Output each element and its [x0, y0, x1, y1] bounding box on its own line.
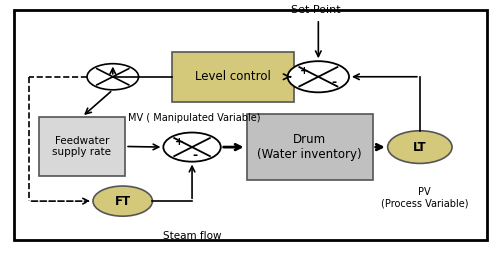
- Text: -: -: [192, 149, 198, 162]
- Text: FT: FT: [115, 195, 131, 208]
- Circle shape: [163, 133, 221, 162]
- Bar: [247, 115, 373, 180]
- Text: -: -: [331, 76, 336, 89]
- Circle shape: [87, 64, 138, 90]
- Bar: [38, 117, 125, 176]
- Bar: [172, 52, 293, 102]
- Circle shape: [387, 131, 452, 163]
- Text: MV ( Manipulated Variable): MV ( Manipulated Variable): [127, 113, 260, 123]
- Text: Set Point: Set Point: [291, 5, 341, 15]
- Text: LT: LT: [413, 141, 427, 154]
- Text: Feedwater
supply rate: Feedwater supply rate: [52, 136, 112, 157]
- Text: Drum
(Water inventory): Drum (Water inventory): [257, 133, 362, 161]
- Text: PV
(Process Variable): PV (Process Variable): [381, 187, 469, 209]
- Text: +: +: [175, 137, 183, 147]
- Text: +: +: [300, 66, 309, 76]
- Text: Level control: Level control: [195, 70, 271, 83]
- Circle shape: [288, 61, 349, 92]
- Text: Steam flow: Steam flow: [163, 231, 221, 241]
- Circle shape: [93, 186, 152, 216]
